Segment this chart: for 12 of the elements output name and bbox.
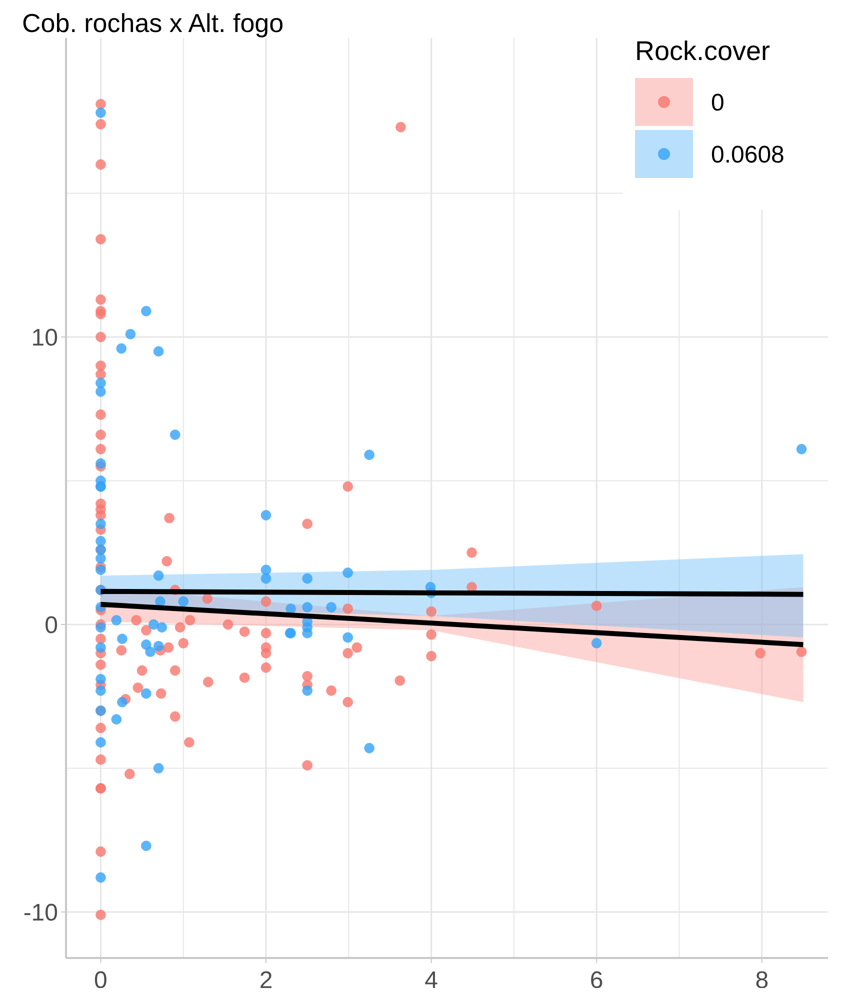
- legend-title: Rock.cover: [635, 36, 770, 66]
- legend-label: 0: [711, 89, 724, 116]
- y-tick-label: 10: [31, 324, 58, 352]
- legend-label: 0.0608: [711, 141, 784, 168]
- y-tick-label: -10: [23, 899, 58, 926]
- x-tick-label: 4: [424, 967, 438, 994]
- chart-title: Cob. rochas x Alt. fogo: [22, 8, 284, 38]
- y-tick-label: 0: [44, 612, 58, 639]
- x-tick-label: 2: [259, 967, 273, 994]
- x-tick-label: 0: [94, 967, 108, 994]
- x-tick-label: 6: [590, 967, 604, 994]
- x-tick-label: 8: [755, 967, 769, 994]
